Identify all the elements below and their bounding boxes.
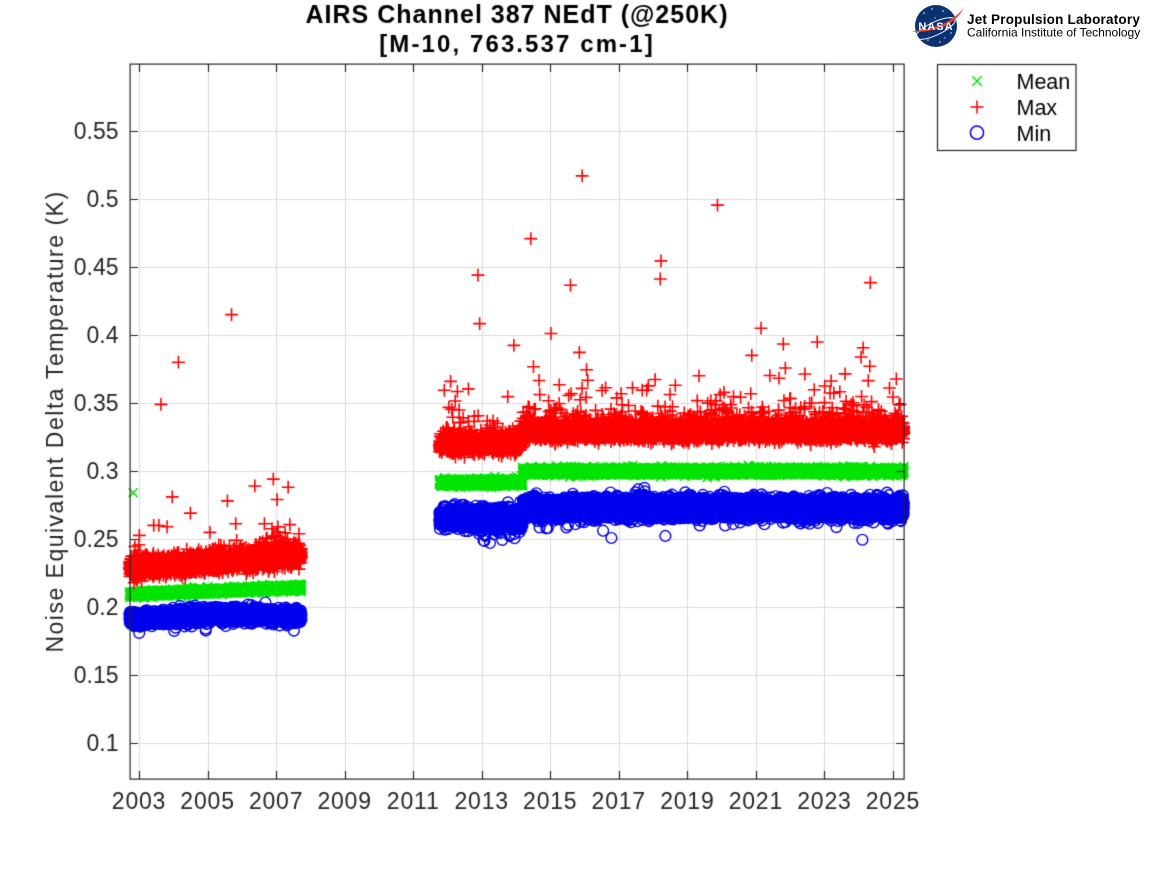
- svg-text:Jet Propulsion Laboratory: Jet Propulsion Laboratory: [967, 12, 1140, 27]
- svg-text:NASA: NASA: [918, 21, 953, 33]
- svg-text:California Institute of Techno: California Institute of Technology: [967, 25, 1140, 39]
